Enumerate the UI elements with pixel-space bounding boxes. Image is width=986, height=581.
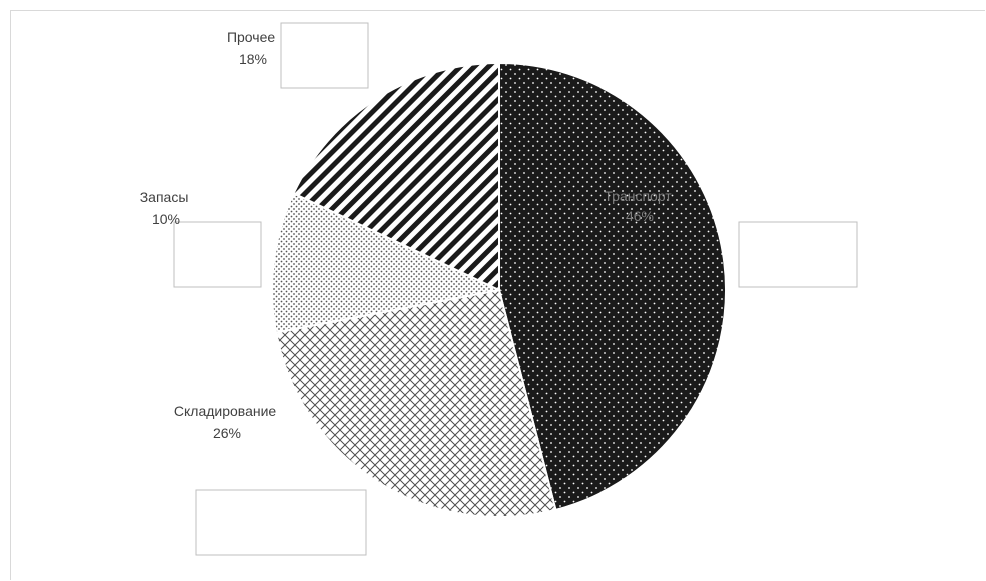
slice-percent-transport: 46% <box>626 208 654 224</box>
slice-other <box>292 61 500 292</box>
slice-percent-other: 18% <box>239 51 267 67</box>
slice-percent-warehousing: 26% <box>213 425 241 441</box>
slice-label-inventory: Запасы 10% <box>140 189 193 227</box>
label-box-warehousing <box>195 489 367 556</box>
slice-name-transport: Транспорт <box>604 188 672 204</box>
slice-label-transport: Транспорт 46% <box>604 188 675 224</box>
slice-label-warehousing: Складирование 26% <box>174 403 280 441</box>
chart-area <box>10 10 985 580</box>
slice-percent-inventory: 10% <box>152 211 180 227</box>
slice-inventory <box>271 192 503 334</box>
label-box-transport <box>738 221 858 288</box>
slice-name-inventory: Запасы <box>140 189 189 205</box>
slice-name-other: Прочее <box>227 29 275 45</box>
slice-transport <box>498 61 727 512</box>
slice-warehousing <box>274 288 557 518</box>
slice-name-warehousing: Складирование <box>174 403 277 419</box>
slice-label-other: Прочее 18% <box>227 29 279 67</box>
pie-slices <box>271 61 727 518</box>
label-box-inventory <box>173 221 262 288</box>
label-box-other <box>280 22 369 89</box>
